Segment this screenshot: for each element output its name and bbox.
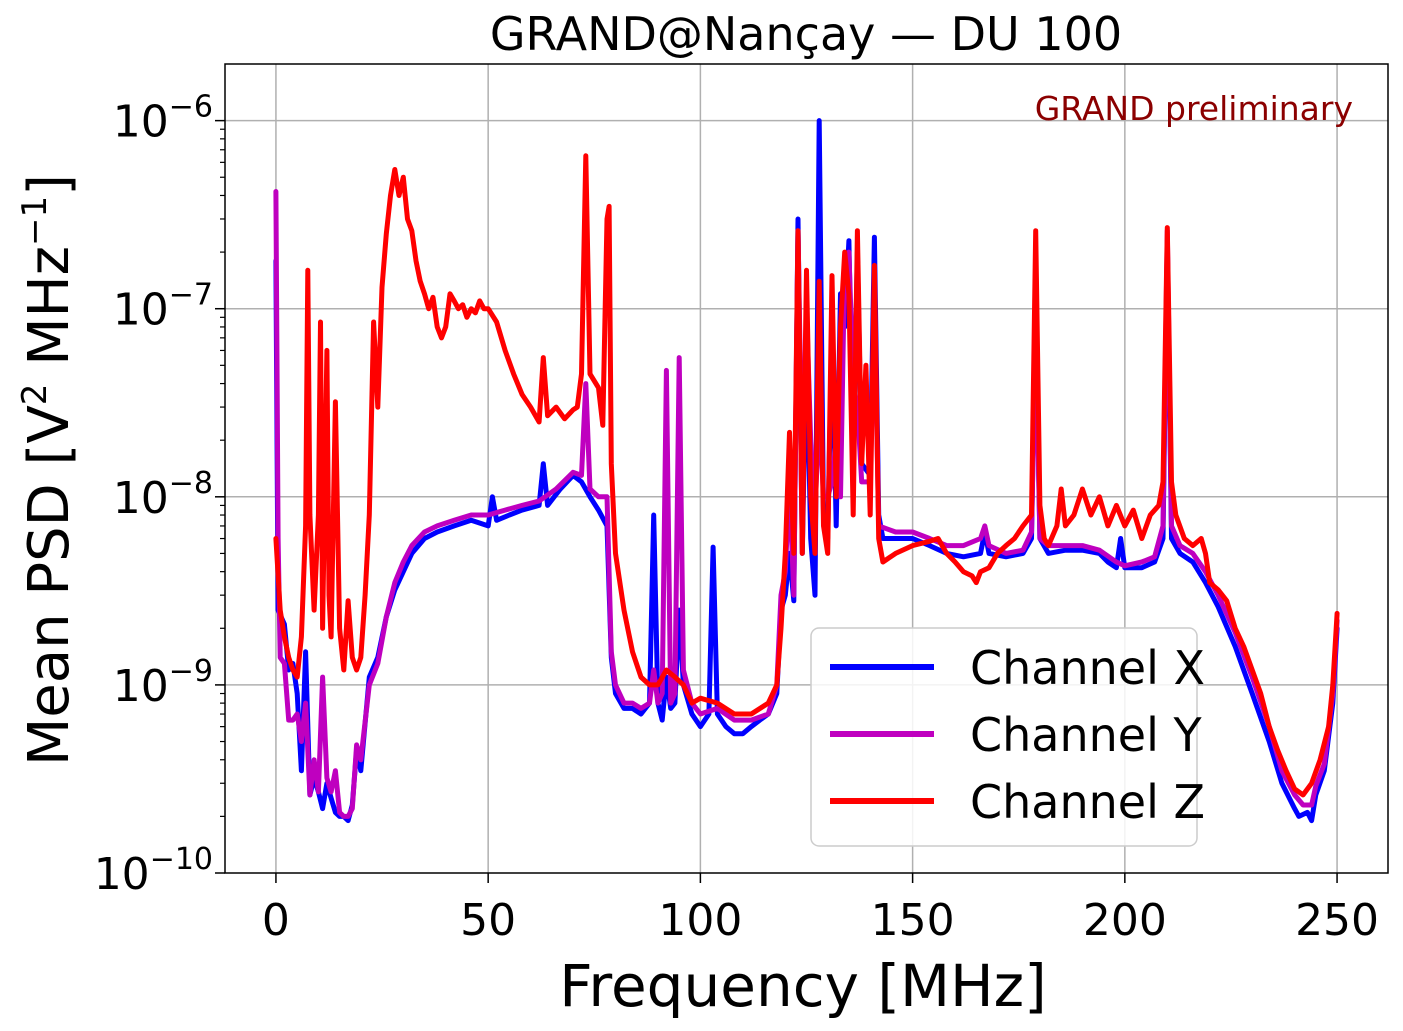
x-axis-label: Frequency [MHz] <box>559 952 1046 1020</box>
y-tick-label: 10−9 <box>113 654 213 712</box>
plot-frame <box>224 63 1389 874</box>
legend-label: Channel X <box>970 641 1205 695</box>
y-axis-label-sup2: −1 <box>15 196 55 246</box>
y-minor-ticks <box>220 128 225 817</box>
x-tick-label: 200 <box>1083 895 1167 946</box>
x-tick-label: 100 <box>658 895 742 946</box>
chart-title: GRAND@Nançay — DU 100 <box>490 7 1122 61</box>
y-axis-label-main: Mean PSD [V <box>17 405 82 766</box>
y-axis-label-mid: MHz <box>17 246 82 384</box>
x-tick-label: 250 <box>1295 895 1379 946</box>
y-axis-label-end: ] <box>17 174 82 196</box>
chart-annotation: GRAND preliminary <box>1035 89 1353 128</box>
x-axis-ticks: 0 50 100 150 200 250 <box>262 873 1379 946</box>
y-axis-label: Mean PSD [V2 MHz−1] <box>15 174 82 766</box>
y-axis-label-sup1: 2 <box>15 384 55 406</box>
y-tick-label: 10−7 <box>113 278 213 336</box>
y-tick-label: 10−10 <box>94 842 213 900</box>
legend-label: Channel Z <box>970 775 1205 829</box>
legend-label: Channel Y <box>970 708 1202 762</box>
x-tick-label: 0 <box>262 895 290 946</box>
y-axis-ticks: 10−10 10−9 10−8 10−7 10−6 <box>94 90 225 900</box>
legend: Channel X Channel Y Channel Z <box>810 627 1205 847</box>
series-line-channel-z <box>273 153 1340 798</box>
series-layer <box>273 118 1340 824</box>
legend-box <box>810 627 1198 847</box>
y-tick-label: 10−8 <box>113 466 213 524</box>
y-tick-label: 10−6 <box>113 90 213 148</box>
x-tick-label: 150 <box>871 895 955 946</box>
x-tick-label: 50 <box>460 895 516 946</box>
